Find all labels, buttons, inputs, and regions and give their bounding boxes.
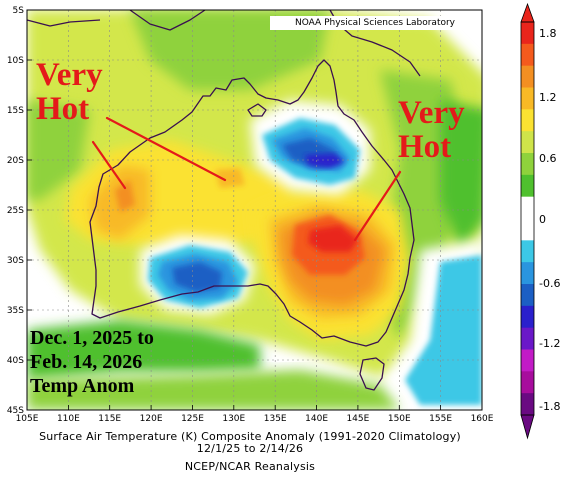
colorbar-cell xyxy=(521,218,534,241)
colorbar: 1.8 1.2 0.6 0 -0.6 -1.2 -1.8 xyxy=(520,2,560,440)
period-line3: Temp Anom xyxy=(30,375,135,397)
colorbar-cell xyxy=(521,327,534,350)
lon-label: 115E xyxy=(98,414,121,424)
caption-line2: 12/1/25 to 2/14/26 xyxy=(196,442,304,455)
lat-label: 30S xyxy=(7,256,24,266)
source-label: NOAA Physical Sciences Laboratory xyxy=(270,16,480,30)
anomaly-shading xyxy=(27,10,482,410)
lon-label: 130E xyxy=(222,414,245,424)
lat-label: 20S xyxy=(7,156,24,166)
period-annotation: Dec. 1, 2025 to Feb. 14, 2026 Temp Anom xyxy=(30,326,154,398)
colorbar-cell xyxy=(521,240,534,263)
pointer-line xyxy=(105,116,227,182)
right-hot-line2: Hot xyxy=(398,129,452,165)
lon-labels: 105E 110E 115E 120E 125E 130E 135E 140E … xyxy=(16,414,494,424)
colorbar-cell xyxy=(521,153,534,176)
colorbar-cell xyxy=(521,349,534,372)
colorbar-cell xyxy=(521,43,534,67)
lon-label: 140E xyxy=(305,414,328,424)
left-hot-line1: Very xyxy=(36,57,103,93)
colorbar-cell xyxy=(521,196,534,219)
lat-label: 5S xyxy=(13,6,25,16)
colorbar-label: 1.8 xyxy=(539,27,557,40)
lon-label: 120E xyxy=(140,414,163,424)
lat-label: 45S xyxy=(7,406,24,416)
caption-line1: Surface Air Temperature (K) Composite An… xyxy=(39,430,461,443)
lon-label: 105E xyxy=(16,414,39,424)
lat-labels: 5S 10S 15S 20S 25S 30S 35S 40S 45S xyxy=(7,6,24,416)
lon-label: 125E xyxy=(181,414,204,424)
colorbar-label: -1.2 xyxy=(539,337,560,350)
lon-label: 155E xyxy=(429,414,452,424)
lat-label: 35S xyxy=(7,306,24,316)
right-hot-label: Very Hot xyxy=(398,96,465,164)
colorbar-label: 0.6 xyxy=(539,152,557,165)
right-hot-line1: Very xyxy=(398,95,465,131)
lon-label: 135E xyxy=(264,414,287,424)
lat-label: 40S xyxy=(7,356,24,366)
colorbar-cell xyxy=(521,393,534,416)
pointer-line xyxy=(353,170,402,242)
lat-label: 10S xyxy=(7,56,24,66)
colorbar-cell xyxy=(521,371,534,394)
colorbar-cell xyxy=(521,305,534,329)
period-line2: Feb. 14, 2026 xyxy=(30,351,143,373)
pointer-line xyxy=(91,140,127,190)
lat-label: 15S xyxy=(7,106,24,116)
colorbar-frame xyxy=(520,21,535,416)
colorbar-cell xyxy=(521,22,534,45)
colorbar-cell xyxy=(521,284,534,307)
graticule xyxy=(27,10,482,410)
colorbar-bottom-arrow xyxy=(520,414,535,440)
hot-pointers xyxy=(91,116,402,242)
lon-label: 160E xyxy=(471,414,494,424)
colorbar-cell xyxy=(521,65,534,88)
colorbar-label: -0.6 xyxy=(539,277,560,290)
colorbar-label: 1.2 xyxy=(539,91,557,104)
lat-label: 25S xyxy=(7,206,24,216)
caption-line3: NCEP/NCAR Reanalysis xyxy=(184,460,316,473)
colorbar-top-arrow xyxy=(520,2,535,23)
period-line1: Dec. 1, 2025 to xyxy=(30,327,154,349)
colorbar-cell xyxy=(521,109,534,132)
colorbar-label: -1.8 xyxy=(539,400,560,413)
colorbar-cell xyxy=(521,262,534,285)
left-hot-label: Very Hot xyxy=(36,58,103,126)
colorbar-cell xyxy=(521,174,534,198)
colorbar-cell xyxy=(521,87,534,110)
lon-label: 145E xyxy=(346,414,369,424)
lon-label: 110E xyxy=(57,414,80,424)
tick-marks xyxy=(26,9,483,411)
colorbar-cell xyxy=(521,131,534,154)
lon-label: 150E xyxy=(388,414,411,424)
left-hot-line2: Hot xyxy=(36,91,90,127)
colorbar-label: 0 xyxy=(539,213,546,226)
